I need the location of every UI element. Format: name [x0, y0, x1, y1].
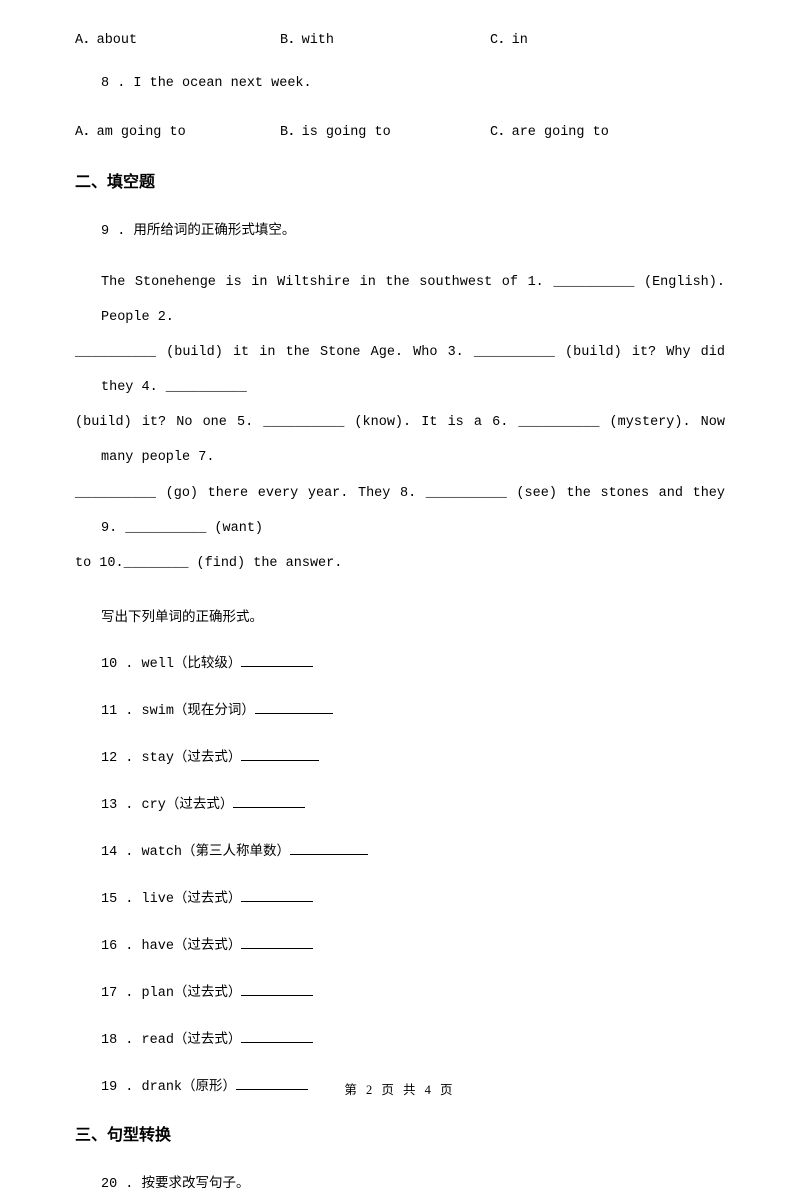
word-17-blank[interactable]: [241, 995, 313, 996]
word-item-10: 10 . well（比较级）: [101, 651, 725, 672]
word-14-num: 14 .: [101, 845, 142, 860]
q9-number: 9 .: [101, 224, 133, 239]
word-17-en: plan: [142, 986, 174, 1001]
passage-line-4: __________ (go) there every year. They 8…: [75, 486, 725, 536]
word-13-blank[interactable]: [233, 807, 305, 808]
q20-instruction: 20 . 按要求改写句子。: [101, 1171, 725, 1192]
word-12-blank[interactable]: [241, 760, 319, 761]
word-16-cn: （过去式）: [174, 937, 242, 952]
word-12-num: 12 .: [101, 751, 142, 766]
word-15-cn: （过去式）: [174, 890, 242, 905]
word-item-16: 16 . have（过去式）: [101, 933, 725, 954]
word-10-cn: （比较级）: [174, 655, 242, 670]
word-13-en: cry: [142, 798, 166, 813]
word-15-en: live: [142, 892, 174, 907]
word-14-blank[interactable]: [290, 854, 368, 855]
word-18-en: read: [142, 1033, 174, 1048]
word-11-blank[interactable]: [255, 713, 333, 714]
passage-line-1: The Stonehenge is in Wiltshire in the so…: [101, 275, 725, 325]
section-3-heading: 三、句型转换: [75, 1121, 725, 1145]
passage-line-3: (build) it? No one 5. __________ (know).…: [75, 415, 725, 465]
word-item-14: 14 . watch（第三人称单数）: [101, 839, 725, 860]
word-15-blank[interactable]: [241, 901, 313, 902]
q8-option-a: A．am going to: [75, 119, 280, 140]
section-2-heading: 二、填空题: [75, 168, 725, 192]
word-10-en: well: [142, 657, 174, 672]
q8-option-c: C．are going to: [490, 119, 725, 140]
q7-option-c: C．in: [490, 27, 725, 48]
word-13-num: 13 .: [101, 798, 142, 813]
word-11-en: swim: [142, 704, 174, 719]
q8-options-row: A．am going to B．is going to C．are going …: [75, 119, 725, 140]
word-10-num: 10 .: [101, 657, 142, 672]
word-17-num: 17 .: [101, 986, 142, 1001]
q8-stem: 8 . I the ocean next week.: [101, 76, 725, 91]
passage-line-5: to 10.________ (find) the answer.: [75, 556, 342, 571]
word-14-cn: （第三人称单数）: [182, 843, 290, 858]
word-16-blank[interactable]: [241, 948, 313, 949]
passage-line-2: __________ (build) it in the Stone Age. …: [75, 345, 725, 395]
word-item-11: 11 . swim（现在分词）: [101, 698, 725, 719]
q9-instruction: 9 . 用所给词的正确形式填空。: [101, 218, 725, 239]
word-item-13: 13 . cry（过去式）: [101, 792, 725, 813]
word-18-blank[interactable]: [241, 1042, 313, 1043]
q8-option-b: B．is going to: [280, 119, 490, 140]
word-item-12: 12 . stay（过去式）: [101, 745, 725, 766]
word-16-en: have: [142, 939, 174, 954]
word-18-cn: （过去式）: [174, 1031, 242, 1046]
passage: The Stonehenge is in Wiltshire in the so…: [101, 265, 725, 581]
q7-options-row: A．about B．with C．in: [75, 27, 725, 48]
page-footer: 第 2 页 共 4 页: [0, 1079, 800, 1098]
q7-option-b: B．with: [280, 27, 490, 48]
word-16-num: 16 .: [101, 939, 142, 954]
word-12-cn: （过去式）: [174, 749, 242, 764]
word-13-cn: （过去式）: [166, 796, 234, 811]
q20-number: 20 .: [101, 1177, 142, 1192]
word-item-17: 17 . plan（过去式）: [101, 980, 725, 1001]
word-11-num: 11 .: [101, 704, 142, 719]
word-item-18: 18 . read（过去式）: [101, 1027, 725, 1048]
word-group-heading: 写出下列单词的正确形式。: [101, 605, 725, 625]
q9-instruction-text: 用所给词的正确形式填空。: [133, 222, 295, 237]
word-10-blank[interactable]: [241, 666, 313, 667]
word-item-15: 15 . live（过去式）: [101, 886, 725, 907]
word-14-en: watch: [142, 845, 183, 860]
word-12-en: stay: [142, 751, 174, 766]
q7-option-a: A．about: [75, 27, 280, 48]
word-17-cn: （过去式）: [174, 984, 242, 999]
word-15-num: 15 .: [101, 892, 142, 907]
word-18-num: 18 .: [101, 1033, 142, 1048]
q20-text: 按要求改写句子。: [142, 1175, 250, 1190]
word-11-cn: （现在分词）: [174, 702, 255, 717]
